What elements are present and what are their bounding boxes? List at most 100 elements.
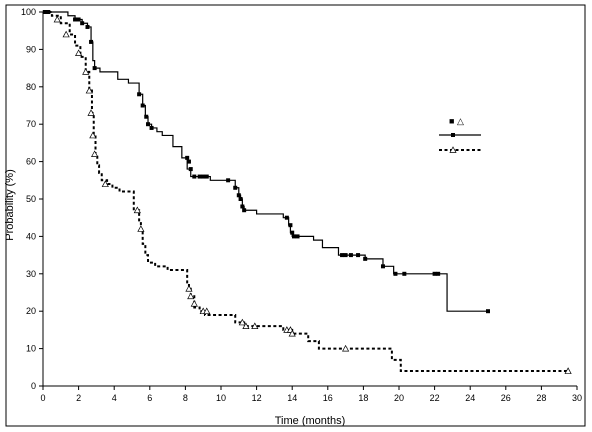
- x-tick-label: 28: [536, 393, 546, 403]
- legend-triangle-marker: [449, 146, 457, 153]
- x-tick-label: 12: [252, 393, 262, 403]
- censor-marker-2: [101, 180, 109, 187]
- censor-marker-2: [75, 49, 83, 56]
- censor-marker-1: [295, 234, 300, 239]
- censor-marker-1: [89, 39, 94, 44]
- censor-marker-2: [203, 307, 211, 315]
- censor-marker-1: [432, 271, 437, 276]
- legend-header-triangle: △: [457, 116, 464, 126]
- censor-marker-1: [242, 208, 247, 213]
- censor-marker-1: [146, 122, 151, 127]
- series-layer: [42, 10, 572, 374]
- legend-square-marker: [451, 133, 455, 137]
- x-tick-label: 0: [40, 393, 45, 403]
- x-tick-label: 4: [112, 393, 117, 403]
- censor-marker-1: [197, 174, 202, 179]
- y-tick-label: 10: [26, 344, 36, 354]
- censor-marker-1: [140, 103, 145, 108]
- censor-marker-1: [284, 215, 289, 220]
- censor-marker-1: [85, 24, 90, 29]
- censor-marker-1: [226, 178, 231, 183]
- y-tick-label: 20: [26, 306, 36, 316]
- x-tick-label: 14: [287, 393, 297, 403]
- censor-marker-1: [185, 155, 190, 160]
- y-axis-label: Probability (%): [4, 169, 16, 241]
- censor-marker-2: [342, 344, 350, 352]
- x-axis-label: Time (months): [275, 415, 346, 427]
- censor-marker-1: [149, 125, 154, 130]
- censor-marker-2: [242, 322, 250, 330]
- y-tick-label: 40: [26, 231, 36, 241]
- censor-marker-2: [62, 30, 70, 38]
- censor-marker-1: [288, 223, 293, 228]
- censor-marker-1: [348, 253, 353, 258]
- censor-marker-1: [291, 234, 296, 239]
- censor-marker-2: [53, 15, 61, 23]
- censor-marker-2: [91, 150, 99, 157]
- censor-marker-2: [564, 367, 572, 374]
- censor-marker-1: [144, 114, 149, 119]
- plot-frame: [5, 4, 586, 427]
- x-tick-label: 16: [323, 393, 333, 403]
- censor-marker-1: [188, 167, 193, 172]
- y-tick-label: 50: [26, 194, 36, 204]
- censor-marker-1: [240, 204, 245, 209]
- censor-marker-1: [80, 21, 85, 26]
- y-tick-label: 0: [31, 381, 36, 391]
- x-tick-label: 2: [76, 393, 81, 403]
- censor-marker-1: [73, 17, 78, 22]
- censor-marker-1: [356, 253, 361, 258]
- censor-marker-1: [46, 10, 51, 14]
- censor-marker-1: [402, 271, 407, 276]
- censor-marker-1: [92, 66, 97, 71]
- x-tick-label: 26: [501, 393, 511, 403]
- x-tick-label: 8: [183, 393, 188, 403]
- censor-marker-2: [187, 292, 195, 300]
- series-2: [43, 11, 572, 374]
- censor-marker-1: [436, 271, 441, 276]
- censor-marker-2: [251, 322, 259, 330]
- y-tick-label: 100: [21, 7, 36, 17]
- censor-marker-1: [343, 253, 348, 258]
- censor-marker-2: [238, 318, 246, 326]
- censor-marker-2: [190, 299, 198, 307]
- censor-marker-1: [186, 159, 191, 164]
- censor-marker-1: [486, 309, 490, 314]
- legend-header-square: ■: [449, 116, 454, 126]
- series-line-2: [43, 11, 569, 373]
- censor-marker-1: [137, 92, 142, 97]
- censor-marker-1: [236, 193, 241, 198]
- censor-marker-1: [204, 174, 209, 179]
- censor-marker-1: [340, 253, 345, 258]
- censor-marker-1: [233, 185, 238, 190]
- censor-marker-1: [363, 256, 368, 261]
- y-tick-label: 80: [26, 82, 36, 92]
- censor-marker-2: [85, 86, 93, 94]
- x-tick-label: 6: [147, 393, 152, 403]
- censor-marker-2: [87, 109, 95, 116]
- x-tick-label: 20: [394, 393, 404, 403]
- y-tick-label: 70: [26, 119, 36, 129]
- censor-marker-1: [201, 174, 206, 179]
- x-tick-label: 24: [465, 393, 475, 403]
- y-tick-label: 60: [26, 157, 36, 167]
- x-tick-label: 10: [216, 393, 226, 403]
- x-tick-label: 30: [572, 393, 582, 403]
- censor-marker-1: [380, 264, 385, 269]
- censor-marker-1: [76, 17, 81, 22]
- censor-marker-1: [238, 197, 243, 201]
- series-line-1: [43, 11, 488, 312]
- censor-marker-2: [137, 225, 145, 232]
- censor-marker-2: [82, 68, 90, 75]
- y-tick-label: 90: [26, 44, 36, 54]
- censor-marker-2: [89, 131, 97, 139]
- axes: 0 2 4 6 8 10 12 14 16 18 20 22 24 26 28 300102030405060…: [21, 7, 582, 403]
- censor-marker-1: [393, 271, 398, 276]
- censor-marker-1: [290, 230, 295, 235]
- x-tick-label: 18: [358, 393, 368, 403]
- censor-marker-2: [133, 206, 141, 214]
- y-tick-label: 30: [26, 269, 36, 279]
- censor-marker-1: [192, 174, 197, 179]
- legend: ■ △: [439, 116, 481, 153]
- x-tick-label: 22: [430, 393, 440, 403]
